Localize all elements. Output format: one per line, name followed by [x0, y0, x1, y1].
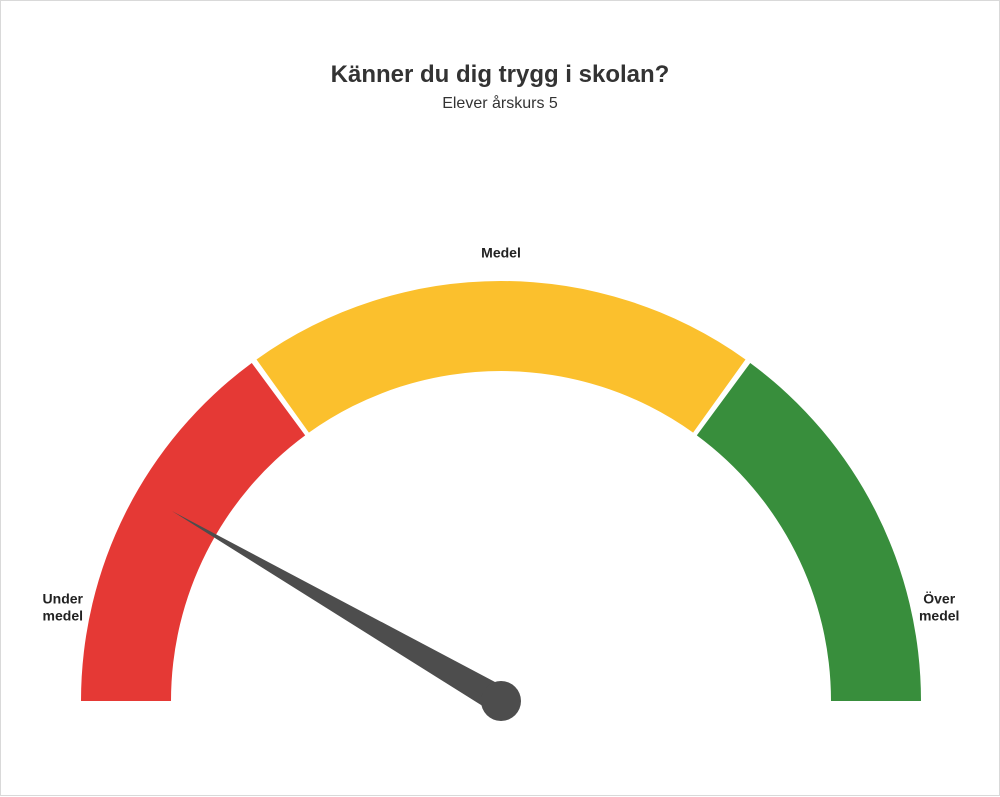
gauge-segment: [257, 281, 746, 433]
gauge-segment-label: Medel: [481, 244, 521, 262]
gauge-segment: [81, 363, 305, 701]
gauge-segment: [697, 363, 921, 701]
gauge-segment-label: Över medel: [919, 590, 959, 625]
chart-frame: Känner du dig trygg i skolan? Elever års…: [0, 0, 1000, 796]
needle-hub: [481, 681, 521, 721]
gauge-chart: [1, 1, 1000, 797]
needle-pointer: [172, 511, 508, 713]
gauge-segments: [81, 281, 921, 701]
gauge-segment-label: Under medel: [43, 590, 83, 625]
gauge-needle: [172, 511, 521, 721]
